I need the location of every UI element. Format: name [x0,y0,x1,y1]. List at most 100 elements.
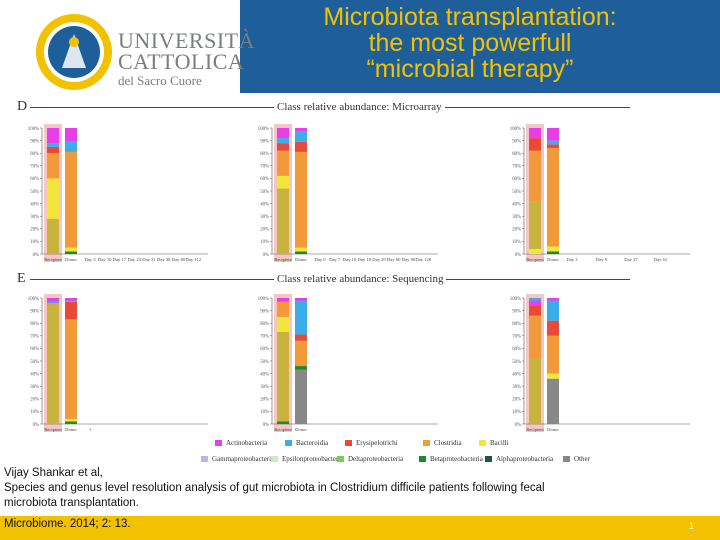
y-tick-label: 30% [512,385,521,390]
x-tick-label: Recipient [44,257,62,262]
legend-label: Clostridia [434,439,462,447]
bar-segment-clostridia [47,303,59,306]
y-tick-label: 60% [30,347,39,352]
legend-label: Other [574,455,590,463]
x-tick-label: Day 7 [329,257,341,262]
chart-svg: 100% 90% 80% 70% 60% 50% 40% 30% 20% 10% 0% Recipie… [258,124,438,262]
x-tick-label: Day 31 [142,257,156,262]
legend-item: Betaproteobacteria [419,455,483,463]
citation: Vijay Shankar et al, Species and genus l… [4,466,664,511]
bar-segment-actinobacteria [529,128,541,139]
y-tick-label: 10% [260,240,269,245]
x-tick-label: Day 10 [98,257,112,262]
bar-segment-actinobacteria [547,298,559,301]
y-tick-label: 100% [258,297,269,302]
y-tick-label: 90% [512,309,521,314]
y-tick-label: 70% [30,335,39,340]
bar-segment-bacteroidia [547,140,559,145]
bar-segment-betaproteobacteria [65,421,77,424]
legend-swatch [201,456,208,463]
bar-segment-erysipelotrichi [529,305,541,316]
y-tick-label: 40% [260,372,269,377]
bar-segment-olive [529,358,541,424]
bar-segment-betaproteobacteria [295,366,307,370]
bar-segment-erysipelotrichi [277,143,289,151]
legend-item: Epsilonproteobacteria [271,455,343,463]
legend-label: Bacilli [490,439,509,447]
slide-title-line1: Microbiota transplantation: [323,3,617,31]
y-tick-label: 100% [510,297,521,302]
x-tick-label: Day 3 [566,257,578,262]
y-tick-label: 70% [30,165,39,170]
x-tick-label: Day 112 [185,257,201,262]
y-tick-label: 10% [30,240,39,245]
bar-segment-erysipelotrichi [529,138,541,151]
footer-bar [0,516,720,540]
y-tick-label: 90% [30,309,39,314]
bar-segment-actinobacteria [65,128,77,142]
bar-segment-clostridia [65,319,77,419]
legend-swatch [479,440,486,447]
header-title-background [240,0,720,93]
y-tick-label: 60% [260,177,269,182]
bar-segment-actinobacteria [47,128,59,144]
y-tick-label: 100% [28,297,39,302]
bar-segment-other [547,378,559,424]
y-tick-label: 100% [510,127,521,132]
y-tick-label: 10% [30,410,39,415]
section-e-letter: E [17,271,26,286]
bar-segment-bacteroidia [547,300,559,321]
y-tick-label: 20% [260,228,269,233]
y-tick-label: 100% [258,127,269,132]
x-tick-label: Donor [65,427,77,432]
citation-title-line1: Species and genus level resolution analy… [4,482,545,494]
legend-item: Actinobacteria [215,439,267,447]
legend-item: Clostridia [423,439,462,447]
bar-segment-actinobacteria [277,298,289,302]
x-tick-label: Recipient [44,427,62,432]
y-tick-label: 70% [260,335,269,340]
bar-segment-erysipelotrichi [65,301,77,320]
y-tick-label: 80% [260,322,269,327]
x-tick-label: Day 24 [128,257,142,262]
y-tick-label: 30% [30,385,39,390]
bar-segment-erysipelotrichi [295,334,307,341]
x-tick-label: Day 38 [157,257,171,262]
citation-journal: Microbiome. 2014; 2: 13. [4,518,131,530]
y-tick-label: 60% [260,347,269,352]
y-tick-label: 50% [260,360,269,365]
y-tick-label: 30% [30,215,39,220]
bar-segment-bacteroidia [529,298,541,301]
y-tick-label: 50% [260,190,269,195]
bar-segment-bacilli [277,175,289,189]
bar-segment-olive [277,332,289,422]
y-tick-label: 60% [512,177,521,182]
microarray-panel-1: 100% 90% 80% 70% 60% 50% 40% 30% 20% 10% 0% Recipie… [18,122,218,264]
y-tick-label: 50% [30,190,39,195]
chart-svg: 100% 90% 80% 70% 60% 50% 40% 30% 20% 10% 0% Recipie… [28,124,208,262]
chart-svg: 100% 90% 80% 70% 60% 50% 40% 30% 20% 10% 0% Recipie… [258,294,438,432]
bar-segment-bacilli [65,247,77,252]
bar-segment-bacteroidia [277,138,289,144]
bar-segment-actinobacteria [277,128,289,139]
y-tick-label: 20% [30,228,39,233]
university-line3: del Sacro Cuore [118,73,202,88]
y-tick-label: 40% [260,202,269,207]
legend-swatch [419,456,426,463]
legend-swatch [285,440,292,447]
bar-segment-clostridia [277,150,289,176]
y-tick-label: 90% [512,139,521,144]
section-d-title: Class relative abundance: Microarray [274,101,445,113]
x-tick-label: Donor [65,257,77,262]
y-tick-label: 80% [30,152,39,157]
y-tick-label: 0% [33,423,39,428]
y-tick-label: 50% [30,360,39,365]
y-tick-label: 40% [30,202,39,207]
bar-segment-erysipelotrichi [295,141,307,152]
legend-label: Erysipelotrichi [356,439,398,447]
chart-svg: 100% 90% 80% 70% 60% 50% 40% 30% 20% 10% 0% Recipie… [510,124,690,262]
y-tick-label: 60% [512,347,521,352]
bar-segment-clostridia [65,151,77,248]
y-tick-label: 0% [33,253,39,258]
page-number: 1 [688,521,694,531]
